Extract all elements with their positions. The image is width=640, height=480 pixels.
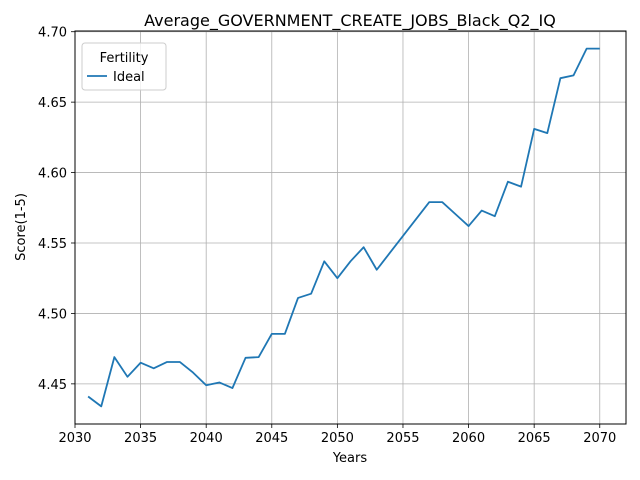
chart-title: Average_GOVERNMENT_CREATE_JOBS_Black_Q2_… bbox=[144, 11, 556, 31]
x-tick-label: 2050 bbox=[321, 431, 354, 446]
legend: Fertility Ideal bbox=[81, 42, 167, 91]
legend-box bbox=[81, 42, 167, 91]
y-tick-label: 4.50 bbox=[38, 307, 67, 322]
series-line-ideal bbox=[87, 47, 600, 408]
plot-frame bbox=[74, 30, 627, 425]
y-axis-label: Score(1-5) bbox=[14, 193, 29, 261]
x-tick-label: 2030 bbox=[58, 431, 91, 446]
x-tick-label: 2040 bbox=[190, 431, 223, 446]
x-tick-label: 2065 bbox=[518, 431, 551, 446]
x-tick-label: 2055 bbox=[386, 431, 419, 446]
y-tick-label: 4.70 bbox=[38, 26, 67, 41]
y-tick-label: 4.60 bbox=[38, 167, 67, 182]
x-axis-label: Years bbox=[332, 451, 368, 466]
x-tick-label: 2070 bbox=[583, 431, 616, 446]
axes: 2030 2035 2040 2045 2050 2055 2060 2065 2070 4.45… bbox=[38, 26, 616, 446]
x-tick-label: 2060 bbox=[452, 431, 485, 446]
x-tick-label: 2035 bbox=[124, 431, 157, 446]
y-tick-label: 4.65 bbox=[38, 96, 67, 111]
legend-entry-label: Ideal bbox=[113, 70, 145, 85]
y-tick-label: 4.55 bbox=[38, 237, 67, 252]
x-tick-label: 2045 bbox=[255, 431, 288, 446]
grid bbox=[74, 31, 626, 424]
legend-title: Fertility bbox=[100, 51, 149, 66]
series-layer bbox=[87, 47, 600, 408]
y-tick-label: 4.45 bbox=[38, 378, 67, 393]
